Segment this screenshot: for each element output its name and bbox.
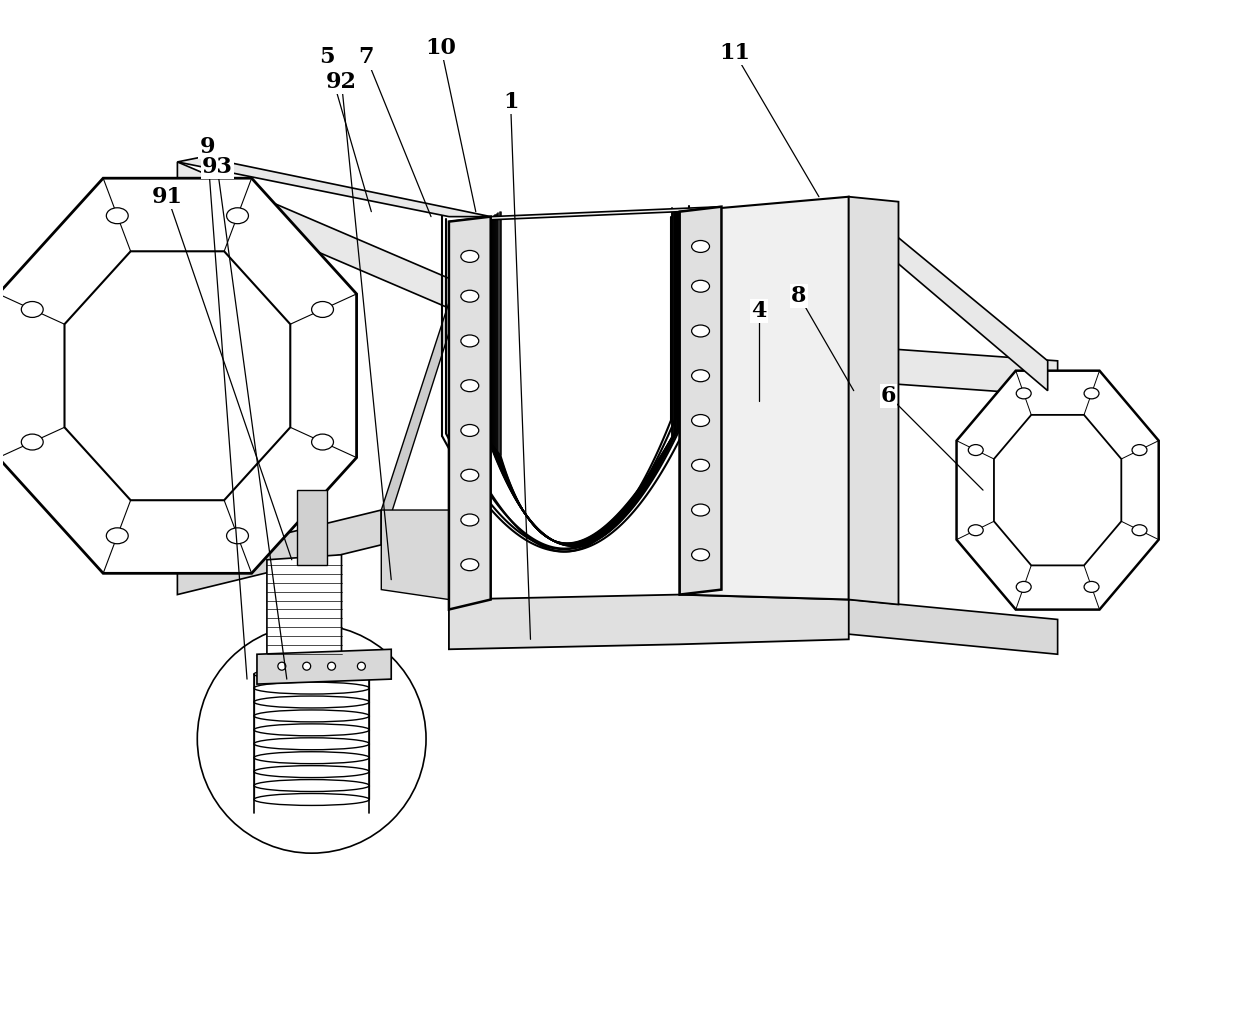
Ellipse shape: [227, 207, 249, 224]
Ellipse shape: [1084, 581, 1099, 592]
Ellipse shape: [691, 459, 710, 472]
Polygon shape: [266, 555, 342, 665]
Ellipse shape: [461, 290, 478, 302]
Polygon shape: [177, 162, 456, 311]
Ellipse shape: [21, 434, 43, 450]
Ellipse shape: [107, 527, 128, 544]
Text: 4: 4: [752, 300, 767, 322]
Polygon shape: [849, 197, 1048, 391]
Ellipse shape: [461, 251, 478, 262]
Ellipse shape: [691, 549, 710, 560]
Text: 8: 8: [792, 285, 807, 308]
Ellipse shape: [327, 663, 336, 670]
Polygon shape: [680, 197, 849, 600]
Text: 92: 92: [326, 71, 357, 93]
Ellipse shape: [691, 240, 710, 253]
Ellipse shape: [107, 207, 128, 224]
Polygon shape: [0, 179, 357, 574]
Ellipse shape: [461, 470, 478, 481]
Polygon shape: [256, 649, 392, 684]
Polygon shape: [449, 206, 721, 222]
Ellipse shape: [691, 325, 710, 337]
Polygon shape: [177, 510, 382, 594]
Ellipse shape: [461, 514, 478, 526]
Ellipse shape: [311, 301, 333, 318]
Ellipse shape: [21, 301, 43, 318]
Polygon shape: [849, 197, 898, 605]
Polygon shape: [957, 370, 1158, 610]
Ellipse shape: [1016, 388, 1031, 398]
Ellipse shape: [278, 663, 286, 670]
Polygon shape: [382, 282, 456, 545]
Ellipse shape: [969, 445, 984, 455]
Ellipse shape: [691, 369, 710, 382]
Text: 5: 5: [318, 46, 335, 68]
Text: 7: 7: [358, 46, 374, 68]
Ellipse shape: [302, 663, 311, 670]
Polygon shape: [64, 252, 290, 501]
Polygon shape: [382, 510, 449, 600]
Polygon shape: [779, 341, 1058, 395]
Ellipse shape: [1016, 581, 1031, 592]
Text: 1: 1: [503, 91, 518, 114]
Polygon shape: [680, 206, 721, 594]
Ellipse shape: [969, 524, 984, 536]
Ellipse shape: [461, 558, 478, 571]
Ellipse shape: [461, 380, 478, 392]
Text: 10: 10: [425, 36, 456, 59]
Ellipse shape: [691, 415, 710, 426]
Ellipse shape: [227, 527, 249, 544]
Polygon shape: [449, 217, 491, 610]
Polygon shape: [449, 594, 849, 649]
Text: 11: 11: [719, 41, 750, 64]
Ellipse shape: [461, 424, 478, 437]
Ellipse shape: [1132, 445, 1147, 455]
Polygon shape: [994, 415, 1121, 566]
Polygon shape: [177, 157, 491, 217]
Ellipse shape: [1132, 524, 1147, 536]
Ellipse shape: [1084, 388, 1099, 398]
Polygon shape: [297, 490, 327, 565]
Text: 91: 91: [152, 186, 183, 207]
Polygon shape: [799, 594, 1058, 654]
Text: 9: 9: [199, 136, 216, 158]
Ellipse shape: [461, 335, 478, 347]
Ellipse shape: [311, 434, 333, 450]
Text: 93: 93: [202, 156, 233, 178]
Ellipse shape: [691, 504, 710, 516]
Ellipse shape: [691, 281, 710, 292]
Ellipse shape: [357, 663, 366, 670]
Text: 6: 6: [881, 385, 896, 407]
